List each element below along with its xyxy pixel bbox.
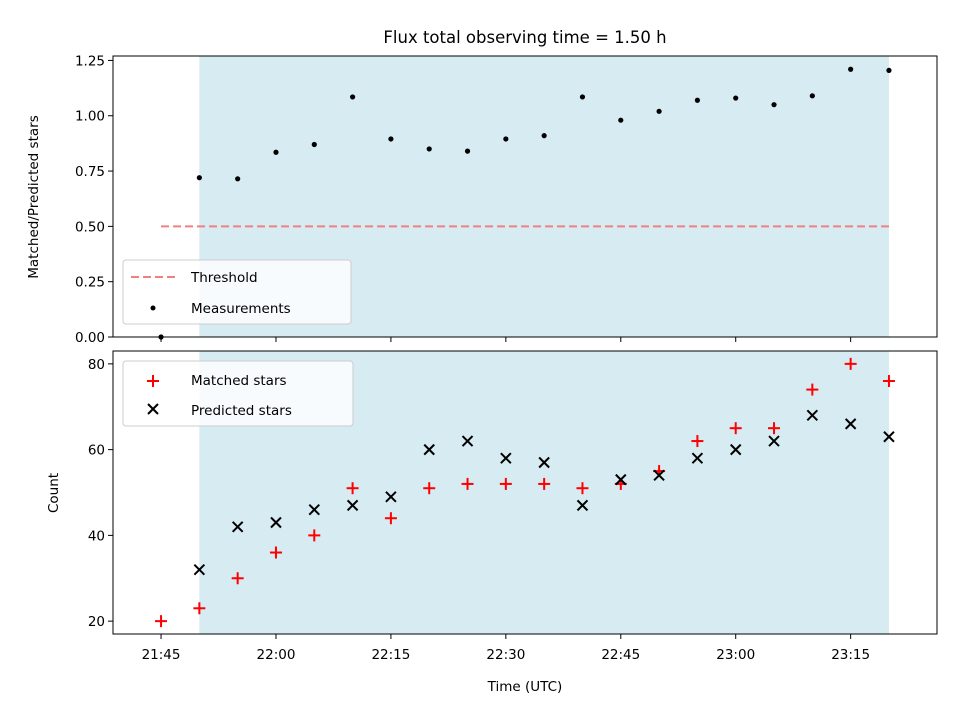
predicted-star-point	[231, 521, 244, 533]
measurement-point	[426, 146, 432, 152]
predicted-star-point	[423, 443, 435, 456]
ratio-legend-box	[122, 259, 352, 325]
ratio-panel-frame	[112, 55, 938, 338]
predicted-star-point	[270, 516, 282, 529]
ratio-y-tick-label: 0.75	[75, 164, 105, 180]
predicted-star-point	[346, 499, 359, 512]
legend-matched-label: Matched stars	[191, 373, 287, 389]
matched-star-point	[423, 482, 436, 495]
matched-star-point	[768, 422, 781, 435]
legend-predicted-swatch	[147, 403, 159, 415]
predicted-star-point	[576, 499, 589, 512]
legend-predicted-label: Predicted stars	[191, 403, 292, 419]
matched-star-point	[384, 512, 397, 525]
predicted-star-point	[691, 452, 704, 464]
predicted-stars-series	[193, 409, 895, 576]
legend-measurements-label: Measurements	[191, 301, 291, 317]
legend-threshold-label: Threshold	[190, 270, 258, 286]
measurement-point	[388, 136, 394, 142]
measurement-point	[235, 176, 241, 182]
measurement-point	[579, 94, 586, 100]
matched-star-point	[691, 435, 704, 448]
ratio-y-tick-label: 0.25	[75, 275, 105, 291]
predicted-star-point	[730, 443, 742, 456]
count-y-tick-label: 40	[88, 528, 105, 544]
x-tick-label: 22:00	[257, 647, 296, 663]
measurement-point	[656, 108, 662, 114]
predicted-star-point	[768, 435, 780, 447]
count-x-axis-ticks: 21:45 22:00 22:15 22:30 22:45 23:00 23:15	[142, 634, 870, 663]
predicted-star-point	[653, 469, 665, 482]
matched-star-point	[308, 529, 321, 542]
measurement-point	[694, 97, 701, 103]
matched-star-point	[882, 375, 895, 388]
ratio-y-tick-label: 0.50	[75, 219, 105, 235]
predicted-star-point	[500, 452, 512, 464]
predicted-star-point	[385, 491, 397, 503]
ratio-y-axis-ticks: 0.00 0.25 0.50 0.75 1.00 1.25	[75, 53, 113, 346]
measurement-point	[503, 136, 509, 142]
matched-star-point	[346, 482, 359, 495]
measurement-point	[541, 133, 547, 139]
count-y-tick-label: 60	[88, 443, 105, 459]
x-tick-label: 22:30	[486, 647, 525, 663]
predicted-star-point	[883, 431, 895, 443]
measurement-point	[196, 175, 202, 181]
count-legend: Matched stars Predicted stars	[122, 360, 354, 427]
x-axis-label: Time (UTC)	[487, 679, 563, 695]
count-legend-box	[122, 360, 354, 427]
matched-star-point	[155, 615, 168, 628]
predicted-star-point	[615, 473, 627, 486]
measurement-point	[311, 141, 317, 148]
count-panel-frame	[112, 350, 938, 635]
matched-star-point	[729, 422, 742, 435]
measurement-point	[848, 66, 854, 72]
matched-star-point	[806, 383, 819, 396]
measurement-point	[809, 93, 815, 99]
measurement-point	[886, 67, 892, 73]
measurement-point	[733, 95, 739, 101]
count-y-tick-label: 80	[88, 357, 105, 373]
predicted-star-point	[308, 503, 320, 516]
legend-measurements-swatch	[150, 305, 156, 311]
measurement-point	[771, 102, 777, 108]
matched-star-point	[193, 602, 206, 615]
x-tick-label: 22:15	[371, 647, 410, 663]
legend-matched-swatch	[147, 375, 159, 387]
predicted-star-point	[806, 409, 819, 422]
matched-star-point	[461, 477, 474, 490]
predicted-star-point	[193, 563, 206, 576]
x-tick-label: 23:15	[831, 647, 870, 663]
matched-star-point	[499, 477, 512, 490]
x-tick-label: 21:45	[142, 647, 181, 663]
matched-star-point	[576, 482, 589, 495]
ratio-y-axis-label: Matched/Predicted stars	[26, 115, 42, 278]
ratio-y-tick-label: 0.00	[75, 330, 105, 346]
matched-stars-series	[155, 357, 895, 628]
predicted-star-point	[538, 456, 550, 469]
matched-star-point	[538, 477, 551, 490]
matched-star-point	[844, 357, 857, 370]
count-y-tick-label: 20	[88, 614, 105, 630]
predicted-star-point	[844, 418, 857, 430]
count-y-axis-ticks: 20 40 60 80	[88, 357, 113, 630]
ratio-legend: Threshold Measurements	[122, 259, 352, 325]
ratio-y-tick-label: 1.00	[75, 109, 105, 125]
matched-star-point	[269, 546, 282, 559]
ratio-y-tick-label: 1.25	[75, 53, 105, 69]
measurement-point	[273, 149, 279, 155]
measurement-point	[618, 117, 624, 123]
ratio-panel: 0.00 0.25 0.50 0.75 1.00 1.25 Flux total obse…	[26, 28, 938, 346]
ratio-x-axis-ticks	[160, 337, 852, 342]
measurement-point	[349, 94, 356, 100]
measurement-point	[464, 148, 471, 154]
x-tick-label: 23:00	[716, 647, 755, 663]
x-tick-label: 22:45	[601, 647, 640, 663]
matched-star-point	[231, 572, 244, 585]
predicted-star-point	[461, 435, 474, 447]
count-y-axis-label: Count	[46, 473, 62, 513]
chart-title: Flux total observing time = 1.50 h	[383, 28, 666, 47]
